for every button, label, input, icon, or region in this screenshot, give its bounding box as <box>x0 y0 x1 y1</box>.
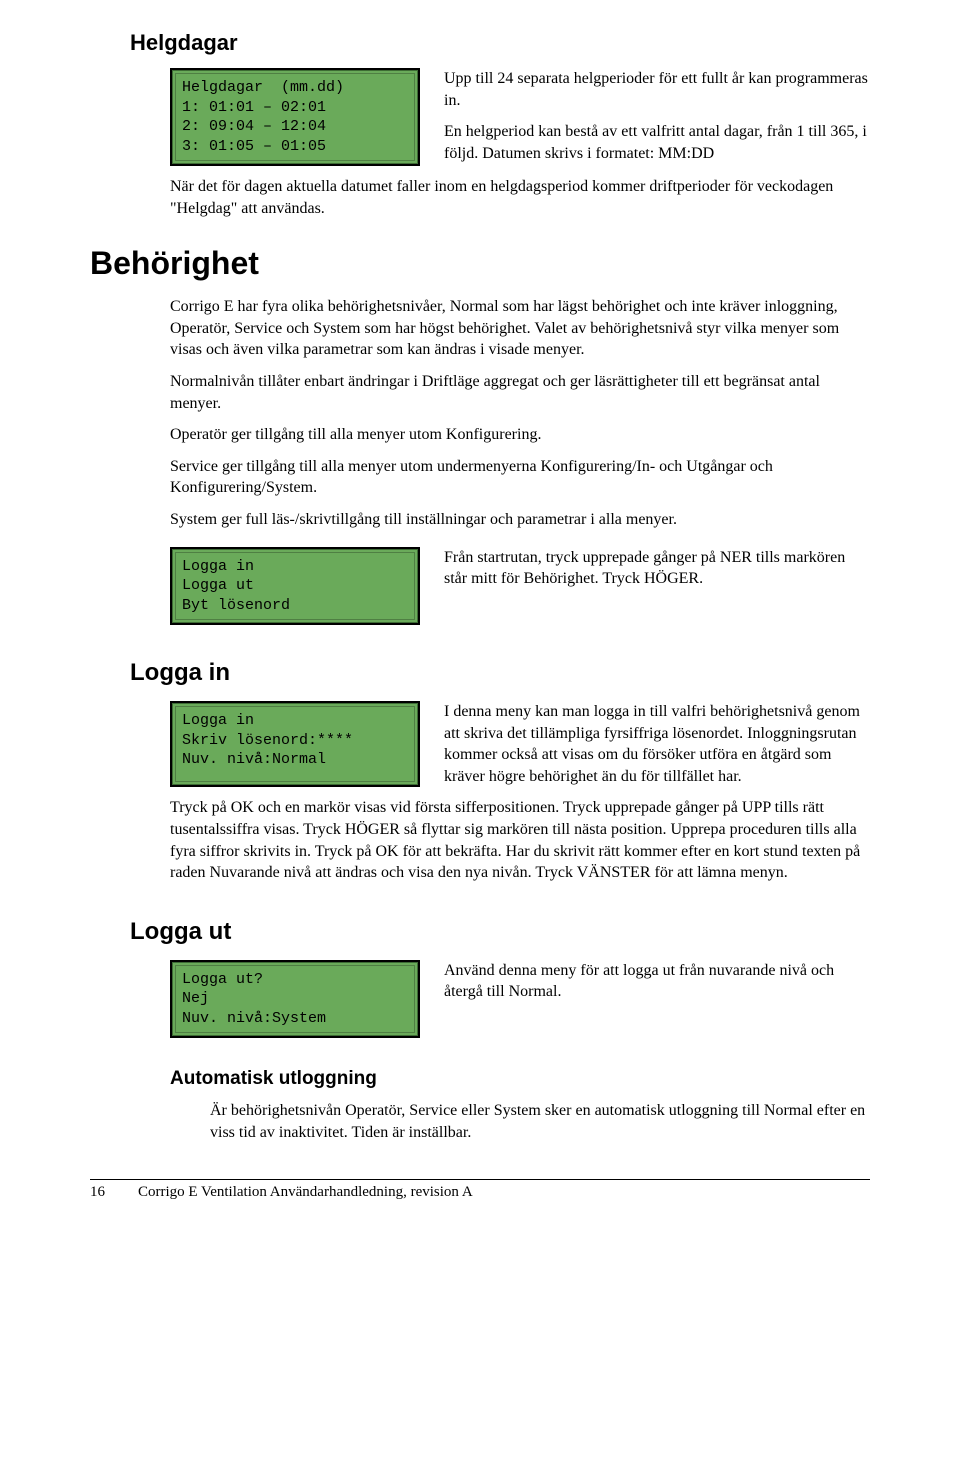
lcd-line: Nuv. nivå:System <box>182 1010 326 1027</box>
loggain-row: Logga in Skriv lösenord:**** Nuv. nivå:N… <box>170 701 870 787</box>
loggain-lcd: Logga in Skriv lösenord:**** Nuv. nivå:N… <box>170 701 420 787</box>
footer: 16 Corrigo E Ventilation Användarhandled… <box>90 1179 870 1201</box>
paragraph: En helgperiod kan bestå av ett valfritt … <box>444 121 870 164</box>
lcd-line: 1: 01:01 – 02:01 <box>182 99 326 116</box>
paragraph: När det för dagen aktuella datumet falle… <box>170 176 870 219</box>
loggaut-row: Logga ut? Nej Nuv. nivå:System Använd de… <box>170 960 870 1039</box>
paragraph: System ger full läs-/skrivtillgång till … <box>170 509 870 531</box>
heading-helgdagar: Helgdagar <box>130 30 870 56</box>
loggain-desc: I denna meny kan man logga in till valfr… <box>444 701 870 787</box>
behorighet-lcd: Logga in Logga ut Byt lösenord <box>170 547 420 626</box>
lcd-line: Logga in <box>182 558 254 575</box>
loggaut-desc: Använd denna meny för att logga ut från … <box>444 960 870 1039</box>
page-number: 16 <box>90 1184 120 1201</box>
heading-autolog: Automatisk utloggning <box>170 1068 870 1090</box>
loggaut-lcd: Logga ut? Nej Nuv. nivå:System <box>170 960 420 1039</box>
lcd-line: Helgdagar (mm.dd) <box>182 79 344 96</box>
heading-behorighet: Behörighet <box>90 245 870 282</box>
lcd-line: 3: 01:05 – 01:05 <box>182 138 326 155</box>
footer-title: Corrigo E Ventilation Användarhandlednin… <box>138 1184 473 1201</box>
heading-loggain: Logga in <box>130 659 870 687</box>
paragraph: Upp till 24 separata helgperioder för et… <box>444 68 870 111</box>
paragraph: Operatör ger tillgång till alla menyer u… <box>170 424 870 446</box>
paragraph: Corrigo E har fyra olika behörighetsnivå… <box>170 296 870 361</box>
lcd-line: Skriv lösenord:**** <box>182 732 353 749</box>
behorighet-row: Logga in Logga ut Byt lösenord Från star… <box>170 547 870 626</box>
paragraph: Är behörighetsnivån Operatör, Service el… <box>210 1100 870 1143</box>
helgdagar-desc: Upp till 24 separata helgperioder för et… <box>444 68 870 166</box>
lcd-line: Logga ut <box>182 577 254 594</box>
helgdagar-row: Helgdagar (mm.dd) 1: 01:01 – 02:01 2: 09… <box>170 68 870 166</box>
lcd-line: Byt lösenord <box>182 597 290 614</box>
paragraph: Normalnivån tillåter enbart ändringar i … <box>170 371 870 414</box>
lcd-line: 2: 09:04 – 12:04 <box>182 118 326 135</box>
paragraph: Tryck på OK och en markör visas vid förs… <box>170 797 870 883</box>
lcd-line: Logga in <box>182 712 254 729</box>
lcd-line: Nuv. nivå:Normal <box>182 751 326 768</box>
lcd-line: Nej <box>182 990 209 1007</box>
heading-loggaut: Logga ut <box>130 918 870 946</box>
lcd-line: Logga ut? <box>182 971 263 988</box>
behorighet-desc: Från startrutan, tryck upprepade gånger … <box>444 547 870 626</box>
paragraph: Service ger tillgång till alla menyer ut… <box>170 456 870 499</box>
helgdagar-lcd: Helgdagar (mm.dd) 1: 01:01 – 02:01 2: 09… <box>170 68 420 166</box>
